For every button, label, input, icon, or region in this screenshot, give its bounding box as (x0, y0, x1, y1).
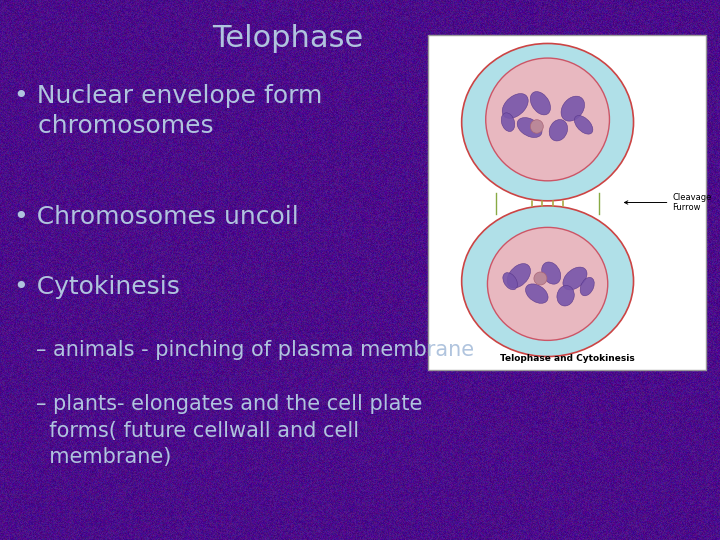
Text: • Chromosomes uncoil: • Chromosomes uncoil (14, 205, 299, 229)
Ellipse shape (507, 264, 531, 288)
Ellipse shape (503, 93, 528, 118)
Ellipse shape (501, 113, 515, 132)
Ellipse shape (549, 119, 567, 141)
Ellipse shape (563, 267, 587, 290)
Text: • Cytokinesis: • Cytokinesis (14, 275, 180, 299)
Ellipse shape (575, 116, 593, 134)
Ellipse shape (534, 272, 547, 285)
Ellipse shape (531, 120, 544, 133)
Ellipse shape (526, 284, 548, 303)
Text: Cleavage
Furrow: Cleavage Furrow (624, 193, 711, 212)
Ellipse shape (561, 96, 585, 121)
Ellipse shape (503, 273, 518, 290)
Ellipse shape (462, 206, 634, 356)
Ellipse shape (541, 262, 561, 284)
Ellipse shape (462, 43, 634, 201)
Ellipse shape (531, 92, 551, 115)
Ellipse shape (487, 227, 608, 340)
Text: Telophase: Telophase (212, 24, 364, 53)
Text: – animals - pinching of plasma membrane: – animals - pinching of plasma membrane (36, 340, 474, 360)
Ellipse shape (517, 118, 542, 138)
Ellipse shape (557, 286, 575, 306)
Text: – plants- elongates and the cell plate
  forms( future cellwall and cell
  membr: – plants- elongates and the cell plate f… (36, 394, 423, 467)
Bar (428, 35, 706, 370)
Ellipse shape (486, 58, 609, 181)
Text: • Nuclear envelope form
   chromosomes: • Nuclear envelope form chromosomes (14, 84, 323, 138)
Text: Telophase and Cytokinesis: Telophase and Cytokinesis (500, 354, 634, 363)
Ellipse shape (580, 278, 594, 296)
